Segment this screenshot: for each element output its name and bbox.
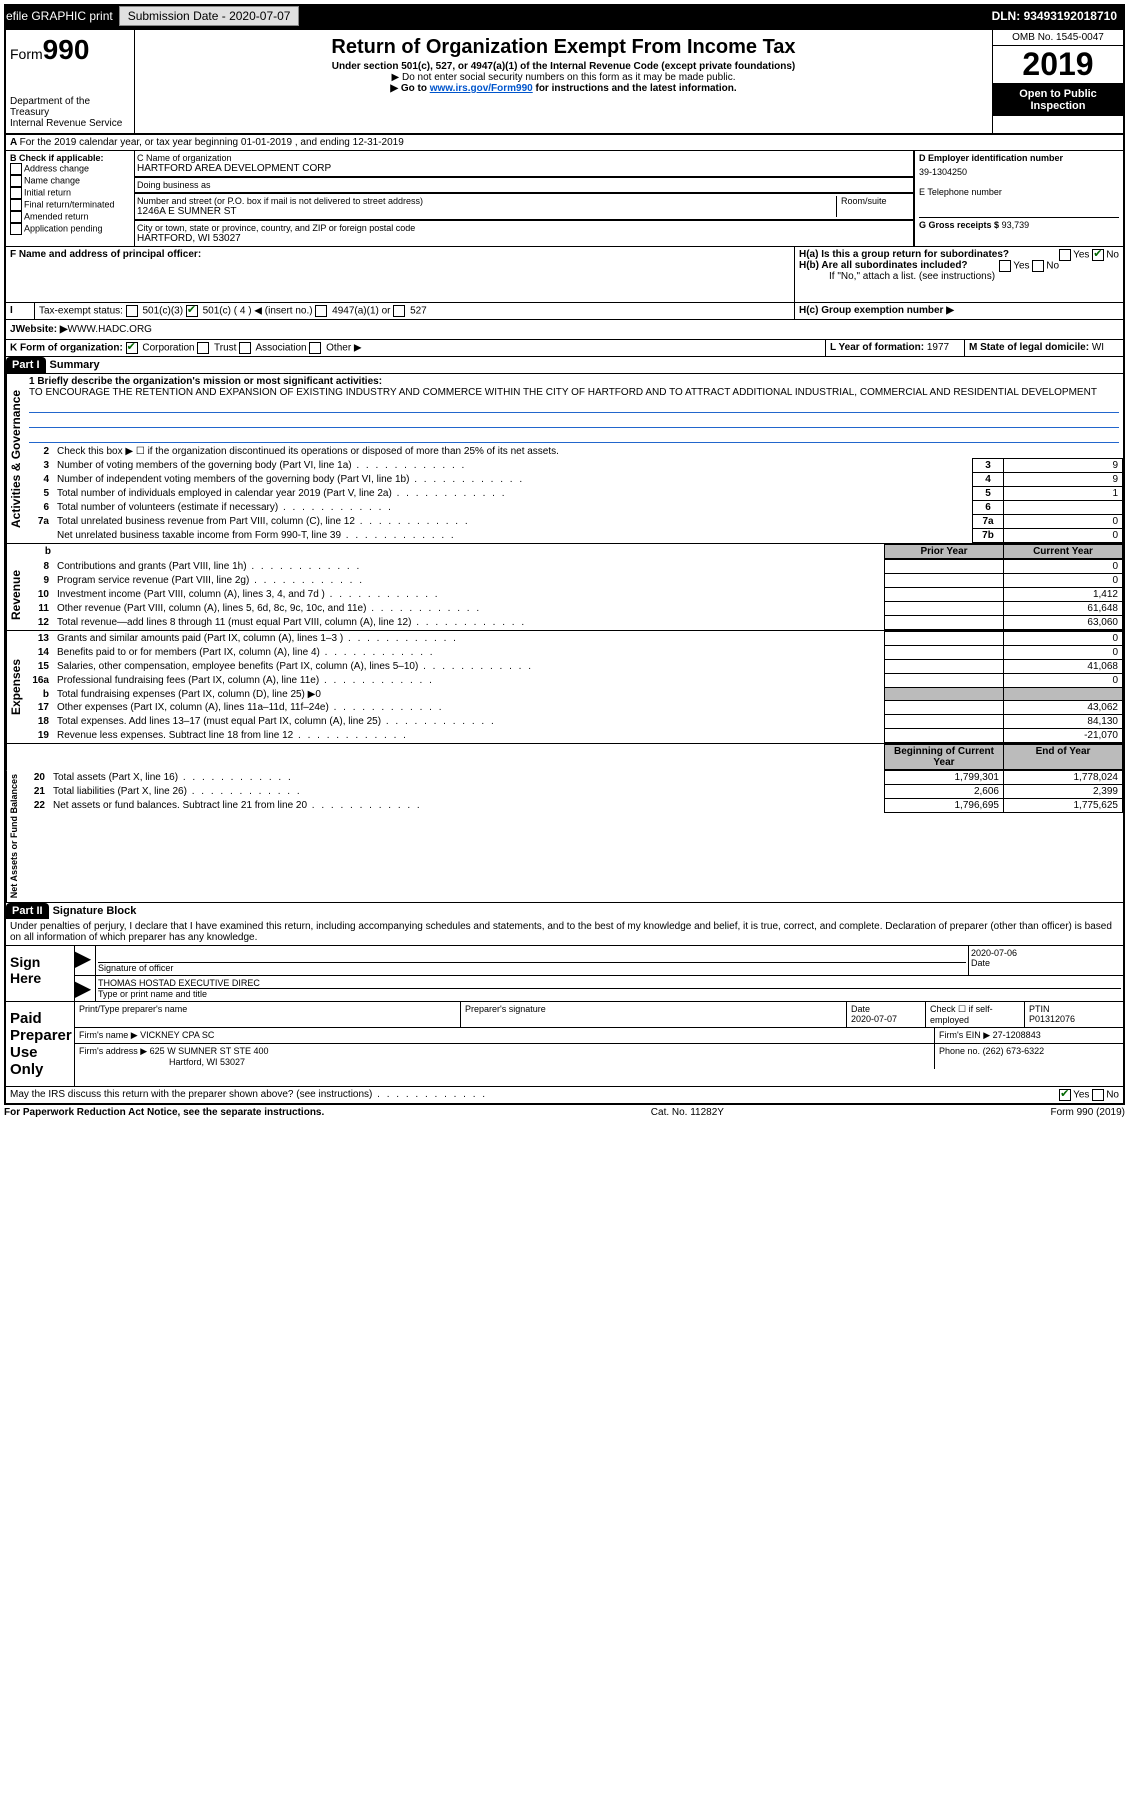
end-year-header: End of Year bbox=[1004, 745, 1123, 770]
k-other[interactable] bbox=[309, 342, 321, 354]
officer-name: THOMAS HOSTAD EXECUTIVE DIREC bbox=[98, 978, 1121, 989]
form-990: Form990 Department of the Treasury Inter… bbox=[4, 28, 1125, 1105]
part2-tag: Part II bbox=[6, 903, 49, 919]
net-assets-table: 20Total assets (Part X, line 16)1,799,30… bbox=[21, 770, 1123, 813]
omb-number: OMB No. 1545-0047 bbox=[993, 30, 1123, 46]
check-final-return[interactable] bbox=[10, 199, 22, 211]
form-title: Return of Organization Exempt From Incom… bbox=[139, 36, 988, 59]
i-501c3[interactable] bbox=[126, 305, 138, 317]
arrow-icon: ▶ bbox=[75, 976, 95, 1001]
mission-text: TO ENCOURAGE THE RETENTION AND EXPANSION… bbox=[29, 387, 1119, 398]
expenses-table: 13Grants and similar amounts paid (Part … bbox=[25, 631, 1123, 743]
check-address-change[interactable] bbox=[10, 163, 22, 175]
check-amended[interactable] bbox=[10, 211, 22, 223]
top-bar: efile GRAPHIC print Submission Date - 20… bbox=[4, 4, 1125, 28]
efile-label[interactable]: efile GRAPHIC print bbox=[6, 9, 113, 23]
firm-name: VICKNEY CPA SC bbox=[140, 1030, 214, 1040]
current-year-header: Current Year bbox=[1004, 545, 1123, 559]
open-public-badge: Open to Public Inspection bbox=[993, 84, 1123, 116]
phone-value bbox=[919, 197, 1119, 217]
gross-receipts: 93,739 bbox=[1002, 220, 1030, 230]
vlabel-activities: Activities & Governance bbox=[6, 374, 25, 543]
org-name-label: C Name of organization bbox=[137, 153, 911, 163]
form-version: Form 990 (2019) bbox=[1051, 1107, 1125, 1118]
year-formation: 1977 bbox=[927, 342, 949, 353]
state-domicile: WI bbox=[1092, 342, 1104, 353]
year-block: OMB No. 1545-0047 2019 Open to Public In… bbox=[992, 30, 1123, 133]
dba-label: Doing business as bbox=[137, 180, 911, 190]
k-trust[interactable] bbox=[197, 342, 209, 354]
addr-value: 1246A E SUMNER ST bbox=[137, 206, 836, 217]
org-name: HARTFORD AREA DEVELOPMENT CORP bbox=[137, 163, 911, 174]
i-501c[interactable] bbox=[186, 305, 198, 317]
dln: DLN: 93493192018710 bbox=[992, 9, 1117, 23]
discuss-no[interactable] bbox=[1092, 1089, 1104, 1101]
paid-preparer-label: Paid Preparer Use Only bbox=[6, 1002, 75, 1086]
form-id-block: Form990 Department of the Treasury Inter… bbox=[6, 30, 135, 133]
prep-date: 2020-07-07 bbox=[851, 1014, 897, 1024]
officer-label: F Name and address of principal officer: bbox=[10, 249, 790, 260]
vlabel-net-assets: Net Assets or Fund Balances bbox=[6, 770, 21, 902]
firm-phone: (262) 673-6322 bbox=[983, 1046, 1045, 1056]
firm-addr2: Hartford, WI 53027 bbox=[79, 1057, 245, 1067]
discuss-text: May the IRS discuss this return with the… bbox=[10, 1089, 372, 1100]
ha-yes[interactable] bbox=[1059, 249, 1071, 261]
governance-table: 2Check this box ▶ ☐ if the organization … bbox=[25, 445, 1123, 543]
revenue-table: 8Contributions and grants (Part VIII, li… bbox=[25, 559, 1123, 630]
sign-date: 2020-07-06 bbox=[971, 948, 1121, 958]
ha-no[interactable] bbox=[1092, 249, 1104, 261]
officer-value bbox=[10, 260, 790, 300]
vlabel-revenue: Revenue bbox=[6, 559, 25, 630]
i-527[interactable] bbox=[393, 305, 405, 317]
arrow-icon: ▶ bbox=[75, 946, 95, 975]
check-app-pending[interactable] bbox=[10, 223, 22, 235]
part1-tag: Part I bbox=[6, 357, 46, 373]
room-suite-label: Room/suite bbox=[836, 196, 911, 217]
prior-year-header: Prior Year bbox=[885, 545, 1004, 559]
cat-no: Cat. No. 11282Y bbox=[324, 1107, 1050, 1118]
discuss-yes[interactable] bbox=[1059, 1089, 1071, 1101]
phone-label: E Telephone number bbox=[919, 187, 1119, 197]
ein-value: 39-1304250 bbox=[919, 167, 1119, 177]
k-association[interactable] bbox=[239, 342, 251, 354]
line-a: A For the 2019 calendar year, or tax yea… bbox=[6, 134, 1123, 150]
ptin: P01312076 bbox=[1029, 1014, 1075, 1024]
check-initial-return[interactable] bbox=[10, 187, 22, 199]
check-name-change[interactable] bbox=[10, 175, 22, 187]
ein-label: D Employer identification number bbox=[919, 153, 1119, 163]
city-value: HARTFORD, WI 53027 bbox=[137, 233, 911, 244]
sign-here-label: Sign Here bbox=[6, 946, 75, 1001]
begin-year-header: Beginning of Current Year bbox=[885, 745, 1004, 770]
hb-yes[interactable] bbox=[999, 260, 1011, 272]
paperwork-notice: For Paperwork Reduction Act Notice, see … bbox=[4, 1107, 324, 1118]
hb-no[interactable] bbox=[1032, 260, 1044, 272]
section-b-checkboxes: B Check if applicable: Address change Na… bbox=[6, 151, 135, 246]
vlabel-expenses: Expenses bbox=[6, 631, 25, 743]
website-link[interactable]: WWW.HADC.ORG bbox=[68, 324, 152, 335]
firm-addr1: 625 W SUMNER ST STE 400 bbox=[150, 1046, 269, 1056]
addr-label: Number and street (or P.O. box if mail i… bbox=[137, 196, 836, 206]
submission-date-btn[interactable]: Submission Date - 2020-07-07 bbox=[119, 6, 300, 26]
instructions-link[interactable]: www.irs.gov/Form990 bbox=[430, 83, 533, 94]
i-4947[interactable] bbox=[315, 305, 327, 317]
firm-ein: 27-1208843 bbox=[993, 1030, 1041, 1040]
dept-treasury: Department of the Treasury Internal Reve… bbox=[10, 96, 130, 129]
form-title-block: Return of Organization Exempt From Incom… bbox=[135, 30, 992, 133]
perjury-text: Under penalties of perjury, I declare th… bbox=[6, 919, 1123, 945]
tax-year: 2019 bbox=[993, 46, 1123, 84]
mission-label: 1 Briefly describe the organization's mi… bbox=[29, 376, 1119, 387]
k-corporation[interactable] bbox=[126, 342, 138, 354]
city-label: City or town, state or province, country… bbox=[137, 223, 911, 233]
